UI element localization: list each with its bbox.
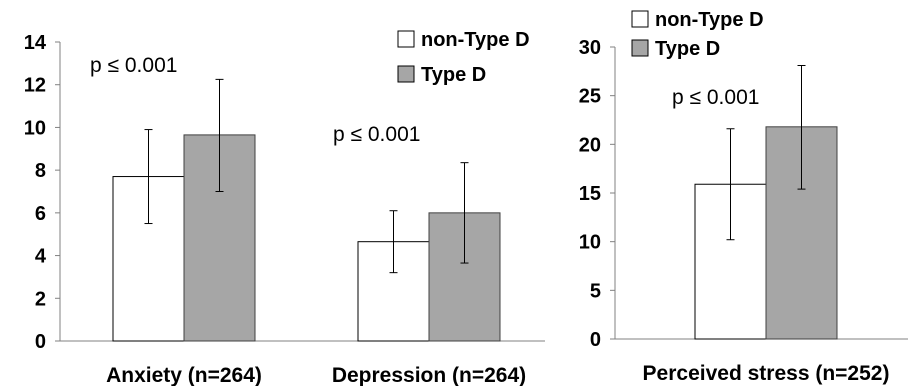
y-tick-label: 5 [590,280,601,302]
y-tick-label: 14 [24,32,47,54]
y-tick-label: 10 [24,117,46,139]
y-tick-label: 15 [579,183,601,205]
legend-label: non-Type D [655,9,764,31]
y-tick-label: 12 [24,75,46,97]
y-tick-label: 4 [35,246,47,268]
legend-swatch-1-1 [631,39,649,57]
y-tick-label: 20 [579,134,601,156]
legend-label: non-Type D [421,29,530,51]
y-tick-label: 30 [579,37,601,59]
category-label: Perceived stress (n=252) [643,362,890,385]
y-tick-label: 6 [35,203,46,225]
bar-non-type-d-0-1 [357,241,430,342]
legend-label: Type D [655,38,720,60]
legend-label: Type D [421,64,486,86]
y-tick-label: 25 [579,86,601,108]
category-label: Anxiety (n=264) [106,364,262,386]
legend-swatch-0-1 [397,65,415,83]
y-tick-label: 10 [579,232,601,254]
legend-swatch-1-0 [631,10,649,28]
p-value-annotation: p ≤ 0.001 [333,123,420,146]
y-tick-label: 0 [590,329,601,351]
category-label: Depression (n=264) [332,364,526,386]
legend-swatch-0-0 [397,30,415,48]
p-value-annotation: p ≤ 0.001 [90,54,177,77]
y-tick-label: 0 [35,331,46,353]
p-value-annotation: p ≤ 0.001 [672,86,759,109]
y-tick-label: 8 [35,160,46,182]
y-tick-label: 2 [35,288,46,310]
